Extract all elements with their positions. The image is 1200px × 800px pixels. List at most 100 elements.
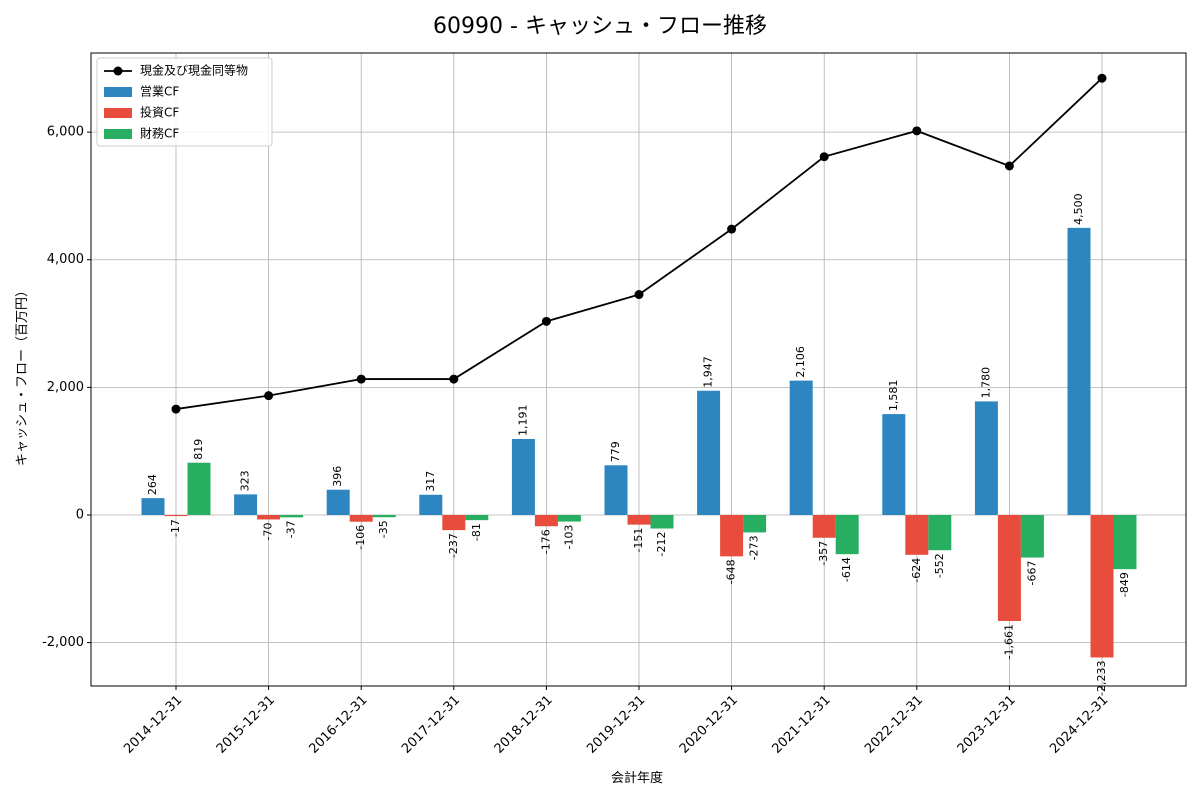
labels-layer: 264 323 396 317 1,191 779 1,947 2,106 1,581 1,780… [146, 193, 1131, 696]
bar-2 [812, 514, 836, 538]
cash-point [449, 374, 459, 384]
bar-3 [187, 462, 211, 515]
bar-1 [511, 438, 535, 515]
bar-3 [557, 514, 581, 522]
data-label: -667 [1025, 561, 1038, 586]
legend-swatch [104, 87, 132, 97]
cash-point [541, 316, 551, 326]
x-tick-label: 2020-12-31 [677, 693, 741, 757]
data-label: 396 [331, 466, 344, 487]
bar-1 [419, 494, 443, 515]
legend-label: 投資CF [140, 105, 179, 120]
bar-1 [326, 489, 350, 515]
data-label: -237 [447, 533, 460, 558]
data-label: -17 [169, 519, 182, 537]
data-label: -357 [817, 541, 830, 566]
legend-line-marker [113, 66, 123, 76]
bar-3 [1113, 514, 1137, 570]
cash-point [912, 126, 922, 136]
y-tick-label: 0 [76, 507, 84, 522]
bar-3 [835, 514, 859, 555]
bar-1 [234, 494, 258, 515]
bar-3 [280, 514, 304, 518]
y-tick-label: 6,000 [47, 125, 84, 140]
cash-point [264, 391, 274, 401]
data-label: -176 [539, 529, 552, 554]
bar-3 [928, 514, 952, 551]
data-label: -849 [1118, 572, 1131, 597]
data-label: 1,581 [887, 380, 900, 412]
data-label: 4,500 [1072, 193, 1085, 225]
data-label: -103 [562, 525, 575, 550]
data-label: 323 [239, 470, 252, 491]
data-label: -70 [262, 522, 275, 540]
legend-label: 現金及び現金同等物 [140, 63, 248, 78]
data-label: 1,191 [516, 404, 529, 436]
x-tick-label: 2019-12-31 [584, 693, 648, 757]
line-layer [171, 73, 1107, 414]
x-tick-label: 2018-12-31 [492, 693, 556, 757]
chart-title: 60990 - キャッシュ・フロー推移 [433, 14, 767, 39]
y-axis-label: キャッシュ・フロー（百万円） [15, 284, 30, 466]
bar-2 [164, 514, 188, 517]
bar-2 [627, 514, 651, 525]
data-label: -273 [748, 535, 761, 560]
data-label: 264 [146, 474, 159, 495]
grid-layer [91, 53, 1186, 686]
bars-layer [141, 227, 1137, 658]
cash-point [1097, 73, 1107, 83]
legend-label: 営業CF [140, 85, 179, 99]
y-tick-label: 4,000 [47, 252, 84, 267]
data-label: -1,661 [1002, 624, 1015, 659]
bar-3 [1020, 514, 1044, 558]
bar-2 [1090, 514, 1114, 658]
data-label: -106 [354, 525, 367, 550]
data-label: 1,947 [702, 356, 715, 388]
x-tick-label: 2016-12-31 [306, 693, 370, 757]
data-label: -648 [725, 559, 738, 584]
bar-3 [650, 514, 674, 529]
data-label: -614 [840, 557, 853, 582]
data-label: 779 [609, 441, 622, 462]
data-label: 317 [424, 471, 437, 492]
plot-frame [90, 52, 1187, 687]
y-tick-label: 2,000 [47, 380, 84, 395]
data-label: -35 [377, 520, 390, 538]
bar-2 [442, 514, 466, 531]
x-tick-label: 2022-12-31 [862, 693, 926, 757]
data-label: -212 [655, 532, 668, 557]
y-tick-label: -2,000 [42, 635, 84, 650]
bar-1 [1067, 227, 1091, 515]
x-tick-label: 2015-12-31 [214, 693, 278, 757]
bar-2 [349, 514, 373, 522]
x-tick-label: 2023-12-31 [955, 693, 1019, 757]
cash-point [634, 290, 644, 300]
bar-2 [257, 514, 281, 520]
bar-3 [465, 514, 489, 521]
cash-point [819, 152, 829, 162]
bar-1 [697, 390, 721, 515]
x-tick-label: 2017-12-31 [399, 693, 463, 757]
data-label: -37 [285, 520, 298, 538]
legend-label: 財務CF [140, 126, 179, 141]
legend-swatch [104, 129, 132, 139]
bar-3 [372, 514, 396, 518]
bar-1 [604, 465, 628, 515]
data-label: 819 [192, 439, 205, 460]
data-label: -81 [470, 523, 483, 541]
cash-point [171, 404, 181, 414]
legend-box [96, 57, 273, 147]
cash-point [356, 374, 366, 384]
bar-2 [720, 514, 744, 557]
data-label: -151 [632, 528, 645, 553]
data-label: 2,106 [794, 346, 807, 378]
bar-1 [974, 401, 998, 515]
data-label: -2,233 [1095, 660, 1108, 695]
cash-point [1004, 161, 1014, 171]
x-tick-label: 2024-12-31 [1047, 693, 1111, 757]
bar-2 [997, 514, 1021, 621]
data-label: -624 [910, 558, 923, 583]
